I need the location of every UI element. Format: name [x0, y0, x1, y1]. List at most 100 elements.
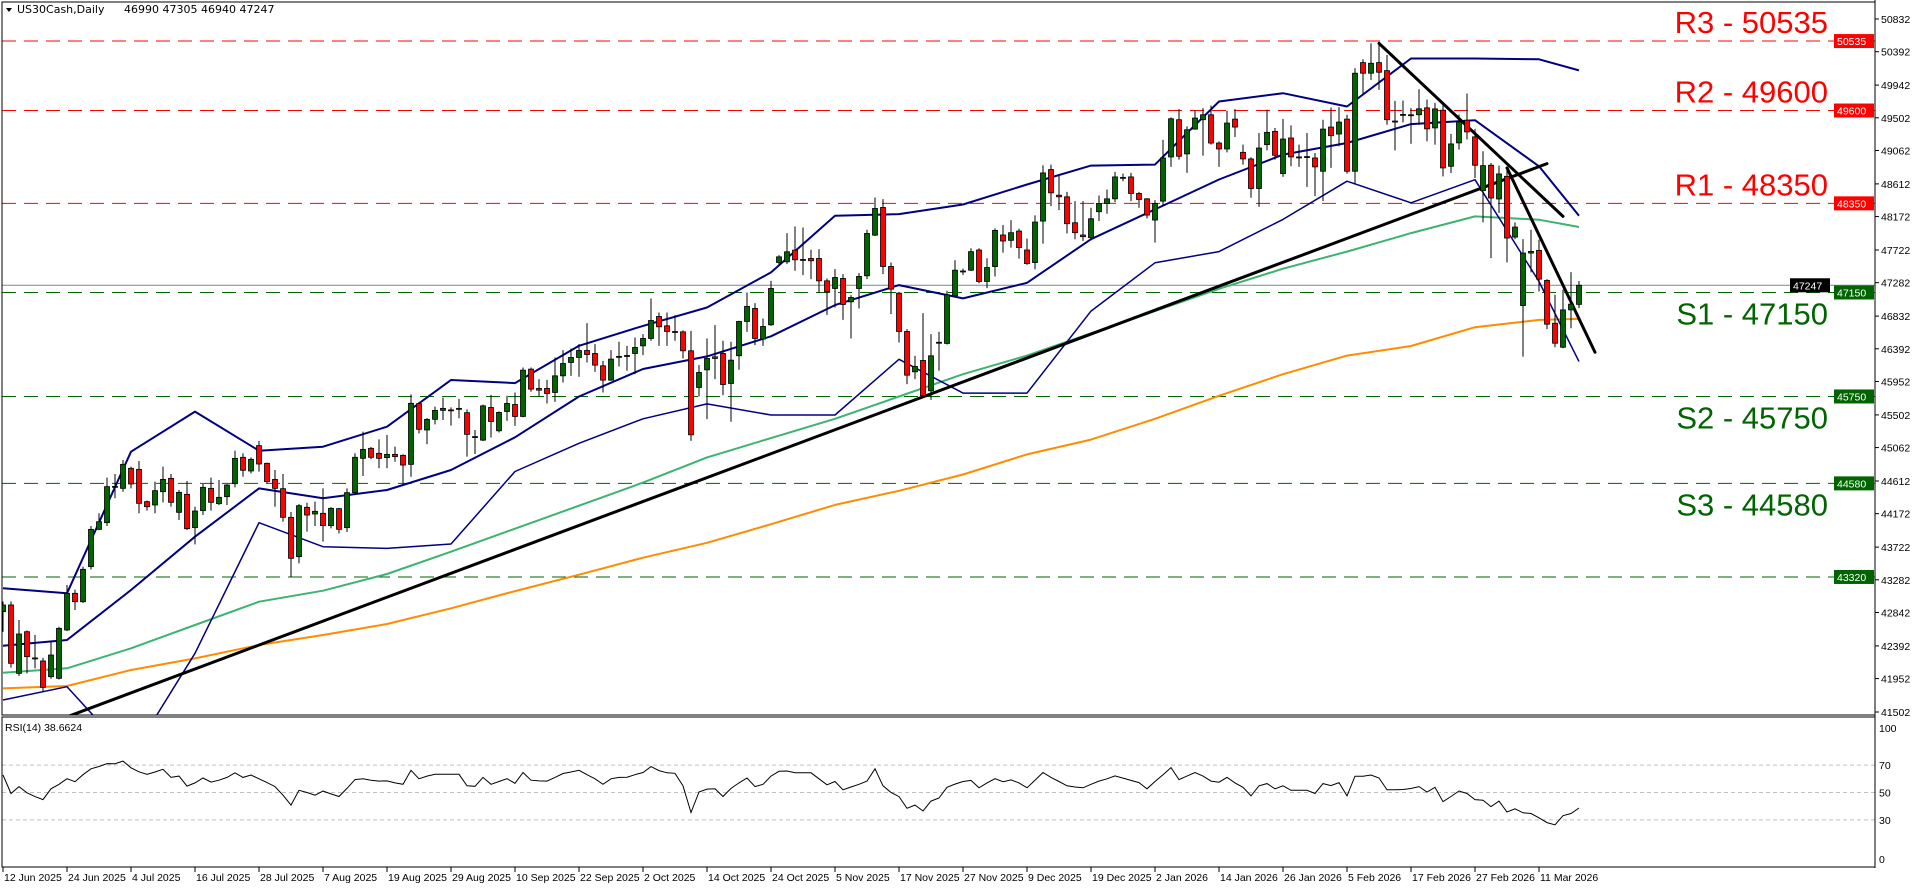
date-tick-label: 24 Jun 2025 [68, 872, 126, 884]
trendline [67, 162, 1549, 715]
candle [80, 566, 86, 603]
bearish-candle-body [1288, 137, 1294, 158]
level-labels: R3 - 50535 R2 - 49600 R1 - 48350 S1 - 47150… [1675, 5, 1828, 522]
bullish-candle-body [224, 484, 230, 498]
candle [1392, 100, 1398, 151]
bearish-candle-body [824, 280, 830, 293]
rsi-axis-label: 0 [1879, 854, 1885, 866]
candle [672, 315, 678, 341]
bearish-candle-body [1208, 114, 1214, 144]
candle [1096, 195, 1102, 222]
bullish-candle-body [352, 456, 358, 494]
candle [568, 348, 574, 376]
rsi-axis-label: 30 [1879, 815, 1891, 827]
candle [848, 295, 854, 339]
bullish-candle-body [736, 321, 742, 357]
bullish-candle-body [1496, 173, 1502, 200]
bullish-candle-body [440, 407, 446, 411]
bearish-candle-body [280, 488, 286, 518]
bearish-candle-body [320, 512, 326, 527]
bearish-candle-body [8, 604, 14, 664]
date-tick-label: 10 Sep 2025 [516, 872, 576, 884]
candle [1208, 105, 1214, 145]
bearish-candle-body [512, 404, 518, 417]
date-tick-label: 2 Oct 2025 [644, 872, 696, 884]
price-tick-label: 45502 [1881, 410, 1910, 422]
bullish-candle-body [576, 350, 582, 358]
candle [648, 298, 654, 341]
date-tick-label: 19 Dec 2025 [1092, 872, 1152, 884]
resistance-level-label: R1 - 48350 [1675, 167, 1828, 202]
candle [808, 249, 814, 280]
candle [1120, 173, 1126, 182]
date-tick-label: 2 Jan 2026 [1156, 872, 1208, 884]
date-tick-label: 26 Jan 2026 [1284, 872, 1342, 884]
bullish-candle-body [696, 372, 702, 388]
bearish-candle-body [1000, 234, 1006, 242]
candle [456, 398, 462, 419]
bullish-candle-body [1568, 303, 1574, 311]
candle [1456, 114, 1462, 150]
bullish-candle-body [80, 568, 86, 603]
bullish-candle-body [360, 448, 366, 459]
level-price-tag-text: 45750 [1837, 391, 1866, 403]
price-tick-label: 49942 [1881, 80, 1910, 92]
candle [496, 411, 502, 433]
bearish-candle-body [1048, 169, 1054, 194]
bullish-candle-body [1304, 156, 1310, 158]
bullish-candle-body [456, 407, 462, 410]
price-tick-label: 48612 [1881, 179, 1910, 191]
level-price-tag [1834, 103, 1874, 118]
candle [560, 350, 566, 383]
bearish-candle-body [904, 331, 910, 376]
bullish-candle-body [1168, 118, 1174, 158]
bullish-candle-body [1408, 114, 1414, 117]
candle [1336, 107, 1342, 147]
candle [256, 440, 262, 472]
bullish-candle-body [1264, 131, 1270, 146]
candle [216, 480, 222, 505]
bullish-candle-body [32, 657, 38, 660]
bearish-candle-body [1464, 119, 1470, 133]
bearish-candle-body [488, 407, 494, 422]
bullish-candle-body [936, 341, 942, 344]
candle [480, 404, 486, 442]
price-tick-label: 46392 [1881, 344, 1910, 356]
bullish-candle-body [568, 357, 574, 363]
bearish-candle-body [240, 456, 246, 471]
candle [224, 484, 230, 505]
candle [1176, 109, 1182, 160]
candle [424, 418, 430, 445]
dropdown-triangle-icon[interactable] [6, 8, 12, 12]
candle [752, 303, 758, 346]
candle [432, 406, 438, 425]
date-tick-label: 5 Feb 2026 [1348, 872, 1401, 884]
level-price-tag [1834, 569, 1874, 584]
bullish-candle-body [312, 510, 318, 515]
candle [1136, 191, 1142, 208]
bullish-candle-body [96, 521, 102, 530]
bollinger-middle-line [2, 119, 1580, 647]
symbol-timeframe: US30Cash,Daily [17, 3, 105, 16]
date-tick-label: 19 Aug 2025 [388, 872, 447, 884]
bearish-candle-body [24, 631, 30, 658]
rsi-plot-area[interactable] [2, 760, 1875, 826]
candle [544, 379, 550, 404]
candle [688, 330, 694, 441]
date-tick-label: 4 Jul 2025 [132, 872, 181, 884]
main-plot-area[interactable]: R3 - 50535 R2 - 49600 R1 - 48350 S1 - 47150… [1, 5, 1876, 757]
candle [1448, 133, 1454, 173]
bearish-candle-body [1504, 175, 1510, 239]
candle [1088, 207, 1094, 241]
bullish-candle-body [1096, 203, 1102, 213]
time-axis[interactable]: 12 Jun 2025 24 Jun 2025 4 Jul 2025 16 Jul 2… [2, 867, 1598, 884]
price-tick-label: 47722 [1881, 245, 1910, 257]
price-axis[interactable]: 50832 50392 49942 49502 49062 48612 48172 47722… [1874, 0, 1910, 868]
candle [360, 431, 366, 477]
candle [1480, 151, 1486, 223]
price-level-tags: 50535 49600 48350 47150 45750 44580 43320 47247 [1790, 34, 1874, 584]
bearish-candle-body [376, 452, 382, 459]
bullish-candle-body [1224, 122, 1230, 150]
bearish-candle-body [1080, 234, 1086, 238]
